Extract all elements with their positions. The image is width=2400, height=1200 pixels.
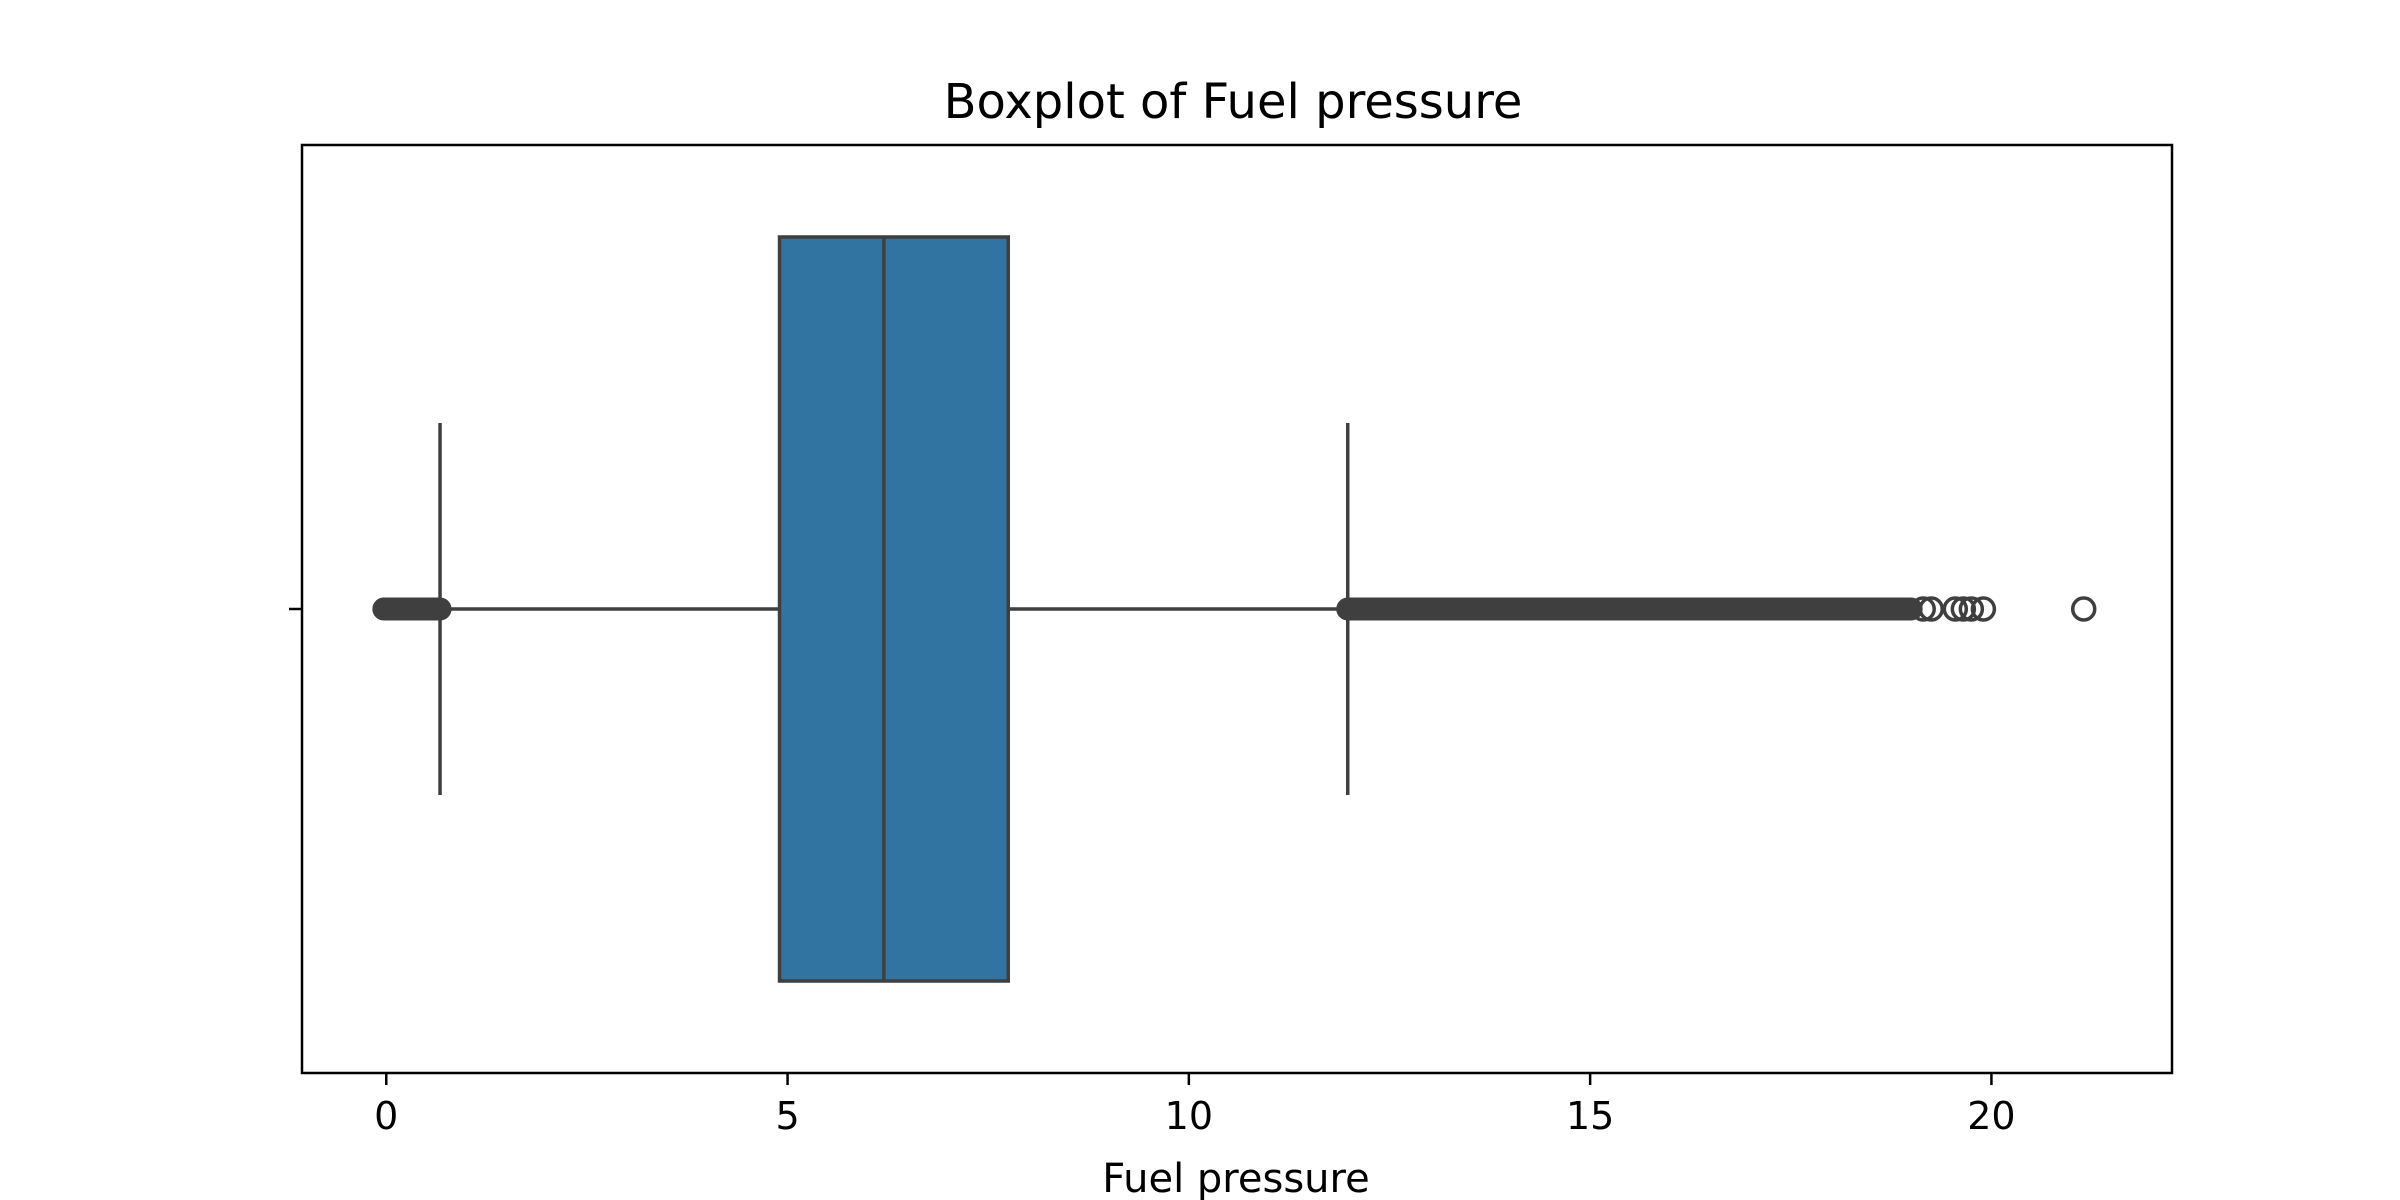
outlier-point-2 [1942, 596, 1969, 622]
outlier-point-5 [1970, 596, 1997, 622]
plot-area: 0 5 10 15 20 [289, 143, 2174, 1138]
outlier-cluster-high [1336, 597, 1923, 621]
outlier-point-0 [1910, 596, 1936, 622]
x-tick-label-4: 20 [1967, 1094, 2015, 1138]
x-tick-label-0: 0 [374, 1094, 398, 1138]
x-tick-label-1: 5 [775, 1094, 799, 1138]
x-axis-ticks: 0 5 10 15 20 [374, 1073, 2016, 1138]
outlier-point-3 [1950, 596, 1977, 622]
x-tick-label-3: 15 [1566, 1094, 1614, 1138]
chart-title: Boxplot of Fuel pressure [944, 74, 1523, 130]
box-group [777, 235, 1011, 983]
outlier-point-1 [1918, 596, 1944, 622]
outlier-point-4 [1958, 596, 1985, 622]
outlier-point-6 [2070, 596, 2097, 622]
x-axis-label: Fuel pressure [1102, 1156, 1369, 1200]
iqr-box [777, 235, 1011, 983]
outlier-cluster-low [372, 597, 452, 621]
x-tick-label-2: 10 [1165, 1094, 1213, 1138]
outliers [372, 596, 2097, 622]
